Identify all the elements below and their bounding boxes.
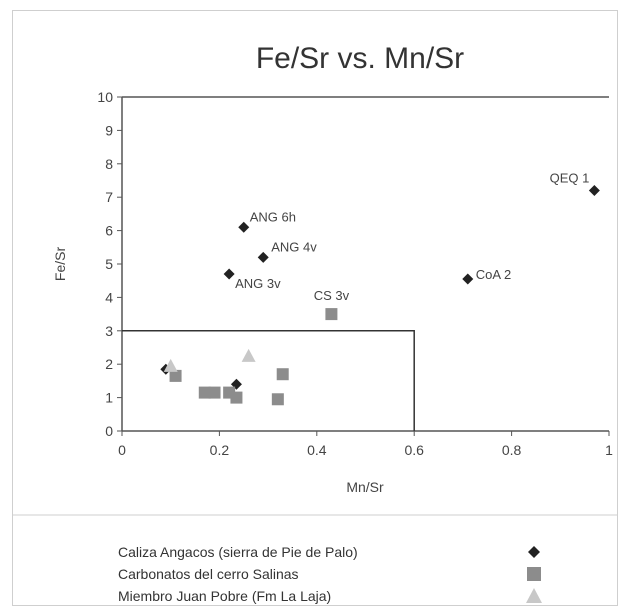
y-tick-label: 4: [105, 289, 113, 305]
y-tick-label: 2: [105, 356, 113, 372]
point-annotation: CS 3v: [314, 288, 350, 303]
square-data-point: [198, 386, 211, 399]
legend-triangle-marker: [526, 588, 542, 603]
y-tick-label: 8: [105, 156, 113, 172]
legend-entry-label: Caliza Angacos (sierra de Pie de Palo): [118, 544, 358, 560]
y-tick-label: 5: [105, 256, 113, 272]
axes: 0 1 2 3 4 5 6 7 8 9 10 0 0.2 0.4 0.6 0.8 1: [97, 89, 613, 458]
diamond-data-point: [462, 273, 474, 285]
diamond-data-point: [238, 221, 250, 233]
point-annotation: CoA 2: [476, 267, 511, 282]
square-data-point: [325, 308, 338, 321]
legend-square-marker: [527, 567, 541, 581]
x-tick-label: 0.8: [502, 442, 522, 458]
x-tick-label: 0.4: [307, 442, 327, 458]
legend-entry-label: Miembro Juan Pobre (Fm La Laja): [118, 588, 331, 604]
point-annotation: ANG 4v: [271, 239, 317, 254]
diamond-data-point: [257, 251, 269, 263]
threshold-box-line: [122, 330, 415, 431]
point-annotation: ANG 6h: [250, 209, 296, 224]
chart-frame: [12, 10, 618, 606]
triangle-data-point: [163, 358, 178, 372]
legend: Caliza Angacos (sierra de Pie de Palo) Ca…: [118, 544, 542, 604]
y-tick-label: 1: [105, 390, 113, 406]
threshold-box: [122, 330, 415, 431]
square-data-point: [208, 386, 221, 399]
data-points: [160, 185, 600, 406]
square-data-point: [271, 393, 284, 406]
square-data-point: [169, 369, 182, 382]
x-tick-label: 1: [605, 442, 613, 458]
point-annotations: ANG 6h ANG 4v ANG 3v CoA 2 QEQ 1 CS 3v: [235, 171, 589, 304]
square-data-point: [230, 391, 243, 404]
y-tick-label: 7: [105, 189, 113, 205]
square-data-point: [276, 368, 289, 381]
y-tick-label: 10: [97, 89, 113, 105]
y-axis-label: Fe/Sr: [52, 247, 68, 282]
x-axis-label: Mn/Sr: [346, 479, 384, 495]
x-tick-label: 0: [118, 442, 126, 458]
y-tick-label: 6: [105, 223, 113, 239]
point-annotation: ANG 3v: [235, 276, 281, 291]
point-annotation: QEQ 1: [550, 171, 590, 186]
y-tick-label: 0: [105, 423, 113, 439]
legend-entry-label: Carbonatos del cerro Salinas: [118, 566, 299, 582]
diamond-data-point: [588, 185, 600, 197]
x-tick-label: 0.6: [404, 442, 424, 458]
chart-title: Fe/Sr vs. Mn/Sr: [256, 42, 464, 75]
y-tick-label: 3: [105, 323, 113, 339]
y-tick-label: 9: [105, 122, 113, 138]
x-tick-label: 0.2: [210, 442, 230, 458]
triangle-data-point: [241, 348, 256, 362]
legend-diamond-marker: [528, 546, 540, 558]
diamond-data-point: [223, 268, 235, 280]
